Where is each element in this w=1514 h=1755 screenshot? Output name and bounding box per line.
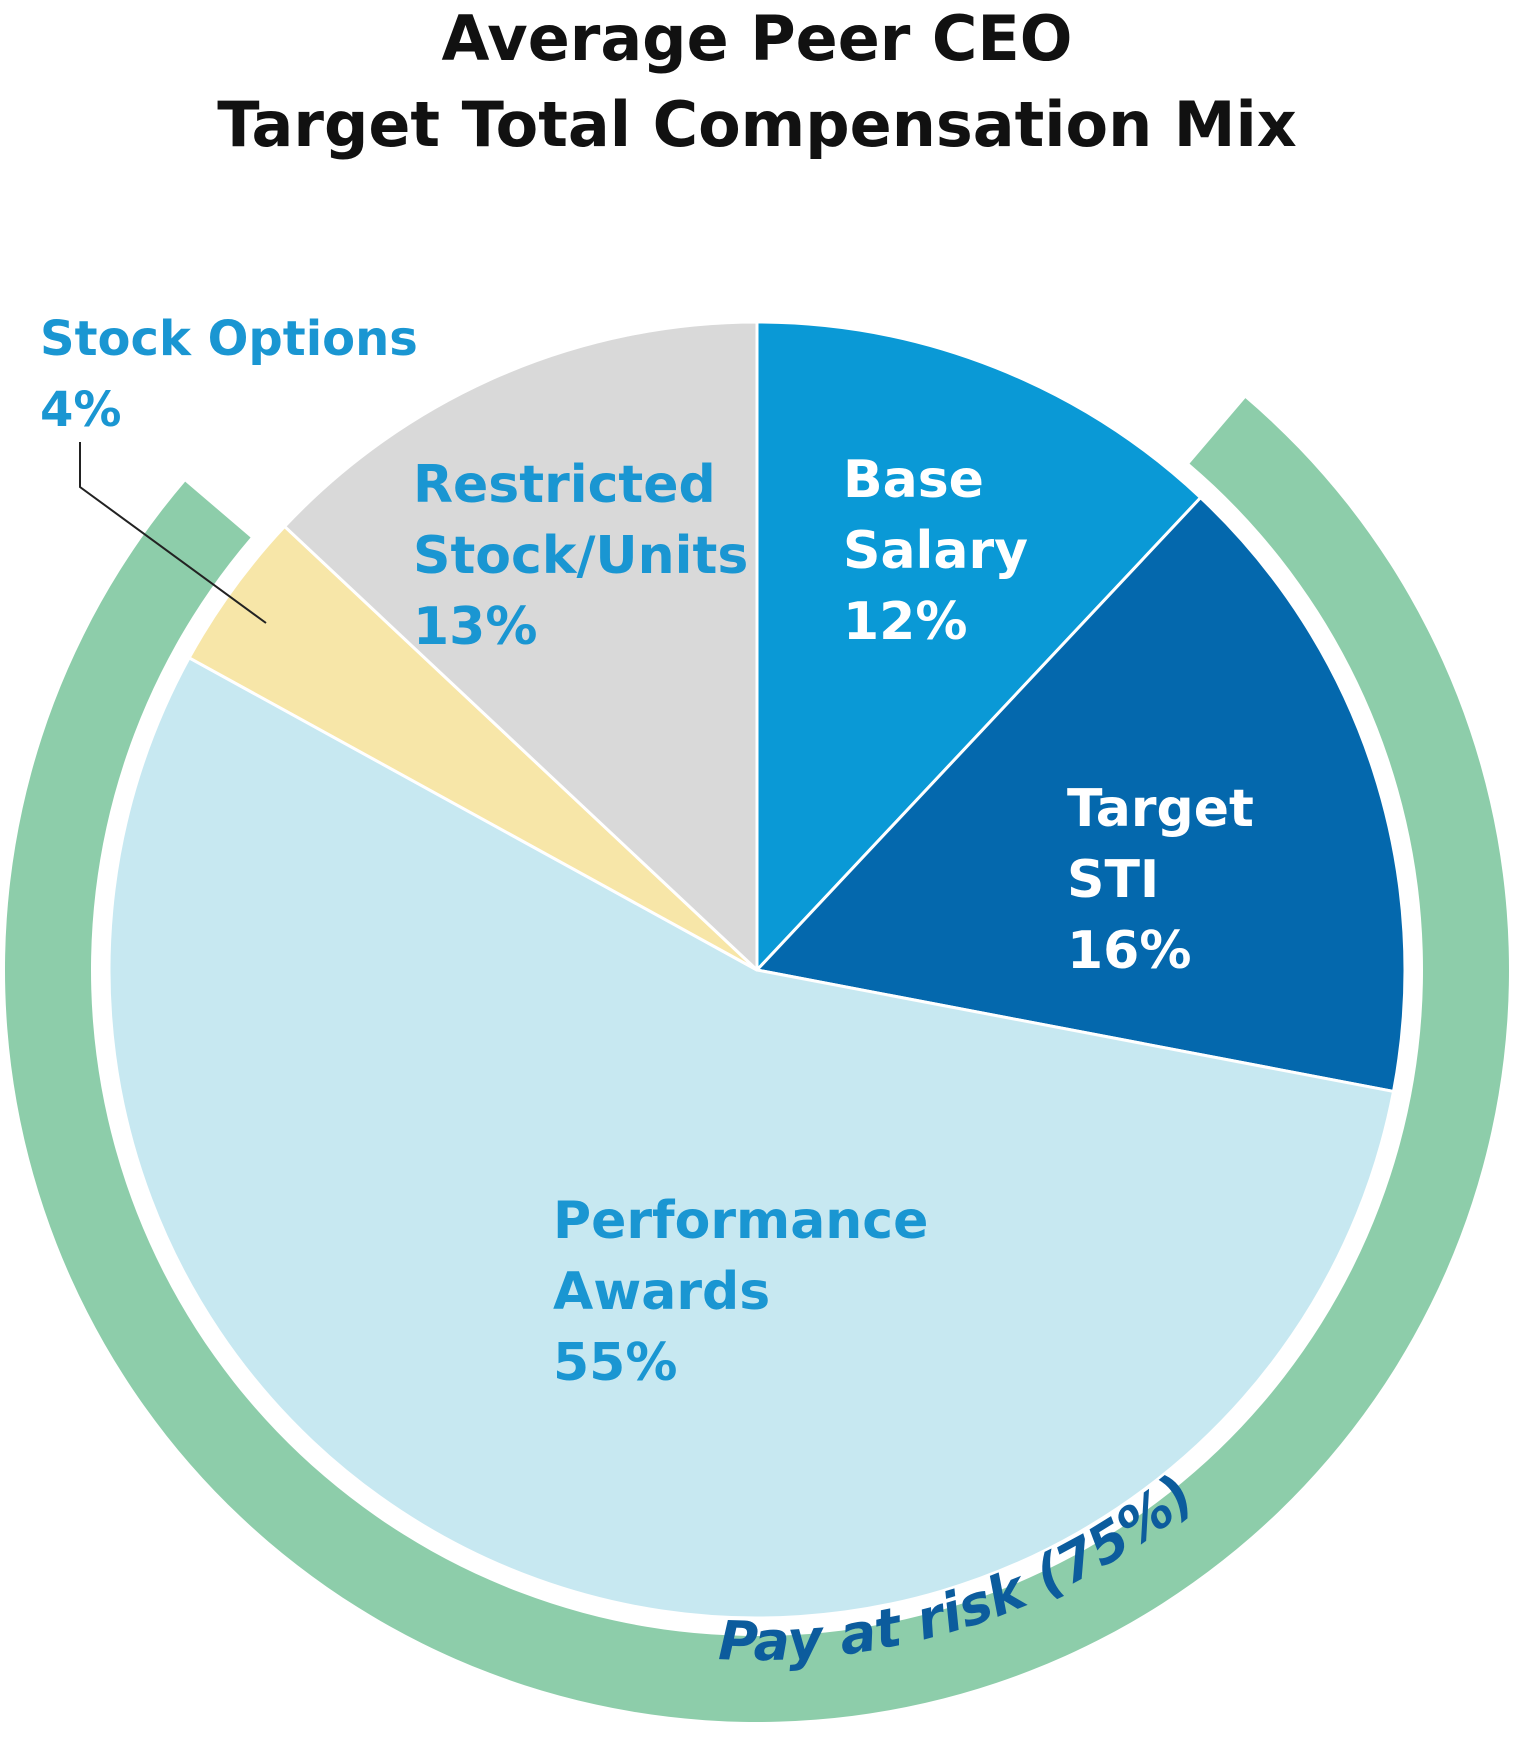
stock-options-leader-line [79, 442, 267, 624]
slice-restricted-stock-units [283, 320, 759, 972]
slice-target-sti [755, 496, 1407, 1093]
label-value: 12% [843, 592, 967, 652]
label-stock-options: Stock Options 4% [40, 311, 418, 438]
chart-title-line-1: Average Peer CEO [442, 2, 1073, 75]
label-value: 4% [40, 382, 122, 438]
label-base-salary: Base Salary 12% [843, 450, 1028, 652]
label-value: 13% [413, 597, 537, 657]
label-text: Performance [553, 1191, 928, 1251]
label-text: Restricted [413, 455, 716, 515]
label-performance-awards: Performance Awards 55% [553, 1191, 928, 1393]
label-text: Stock/Units [413, 526, 748, 586]
slice-base-salary [755, 320, 1203, 972]
label-text: Target [1067, 779, 1254, 839]
label-restricted-stock-units: Restricted Stock/Units 13% [413, 455, 748, 657]
label-text: STI [1067, 850, 1159, 910]
label-text: Salary [843, 521, 1028, 581]
label-value: 16% [1067, 921, 1191, 981]
slice-performance-awards [107, 656, 1396, 1620]
chart-title-line-2: Target Total Compensation Mix [217, 88, 1297, 161]
label-text: Stock Options [40, 311, 418, 367]
pay-at-risk-ring [4, 398, 1509, 1722]
label-target-sti: Target STI 16% [1067, 779, 1254, 981]
label-value: 55% [553, 1333, 677, 1393]
label-text: Base [843, 450, 984, 510]
label-text: Awards [553, 1262, 770, 1322]
